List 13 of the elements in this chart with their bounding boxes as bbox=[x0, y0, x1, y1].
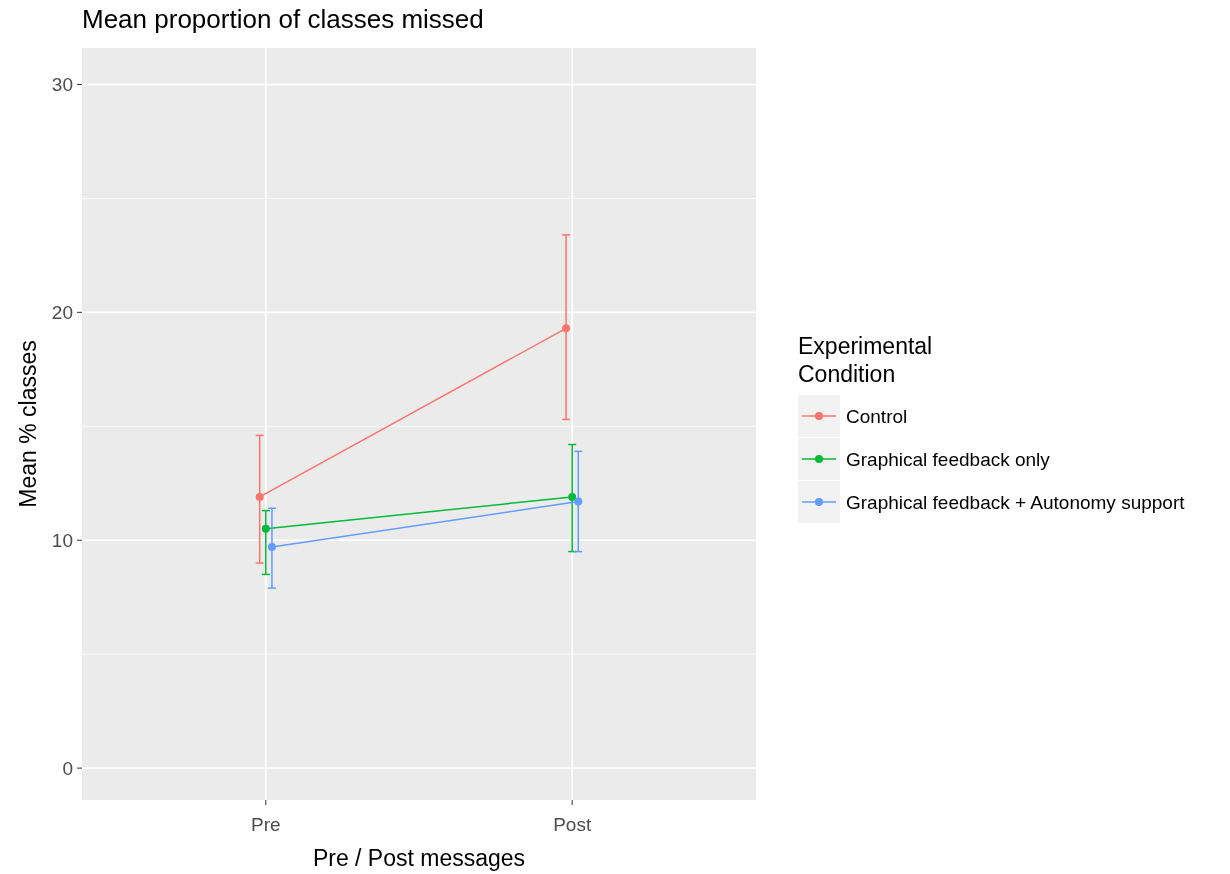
chart-title: Mean proportion of classes missed bbox=[82, 4, 484, 34]
y-tick-label: 10 bbox=[51, 529, 73, 551]
y-axis-title: Mean % classes bbox=[15, 340, 41, 508]
y-tick-label: 20 bbox=[51, 301, 73, 323]
legend-label: Graphical feedback only bbox=[846, 448, 1051, 470]
legend-label: Graphical feedback + Autonomy support bbox=[846, 491, 1186, 513]
y-tick-label: 30 bbox=[51, 74, 73, 96]
x-tick-label: Pre bbox=[251, 814, 281, 835]
x-tick-label: Post bbox=[553, 814, 592, 835]
legend-title: Experimental Condition bbox=[798, 333, 933, 387]
legend-label: Control bbox=[846, 405, 908, 427]
x-axis-title: Pre / Post messages bbox=[312, 845, 526, 871]
y-tick-label: 0 bbox=[62, 757, 73, 779]
